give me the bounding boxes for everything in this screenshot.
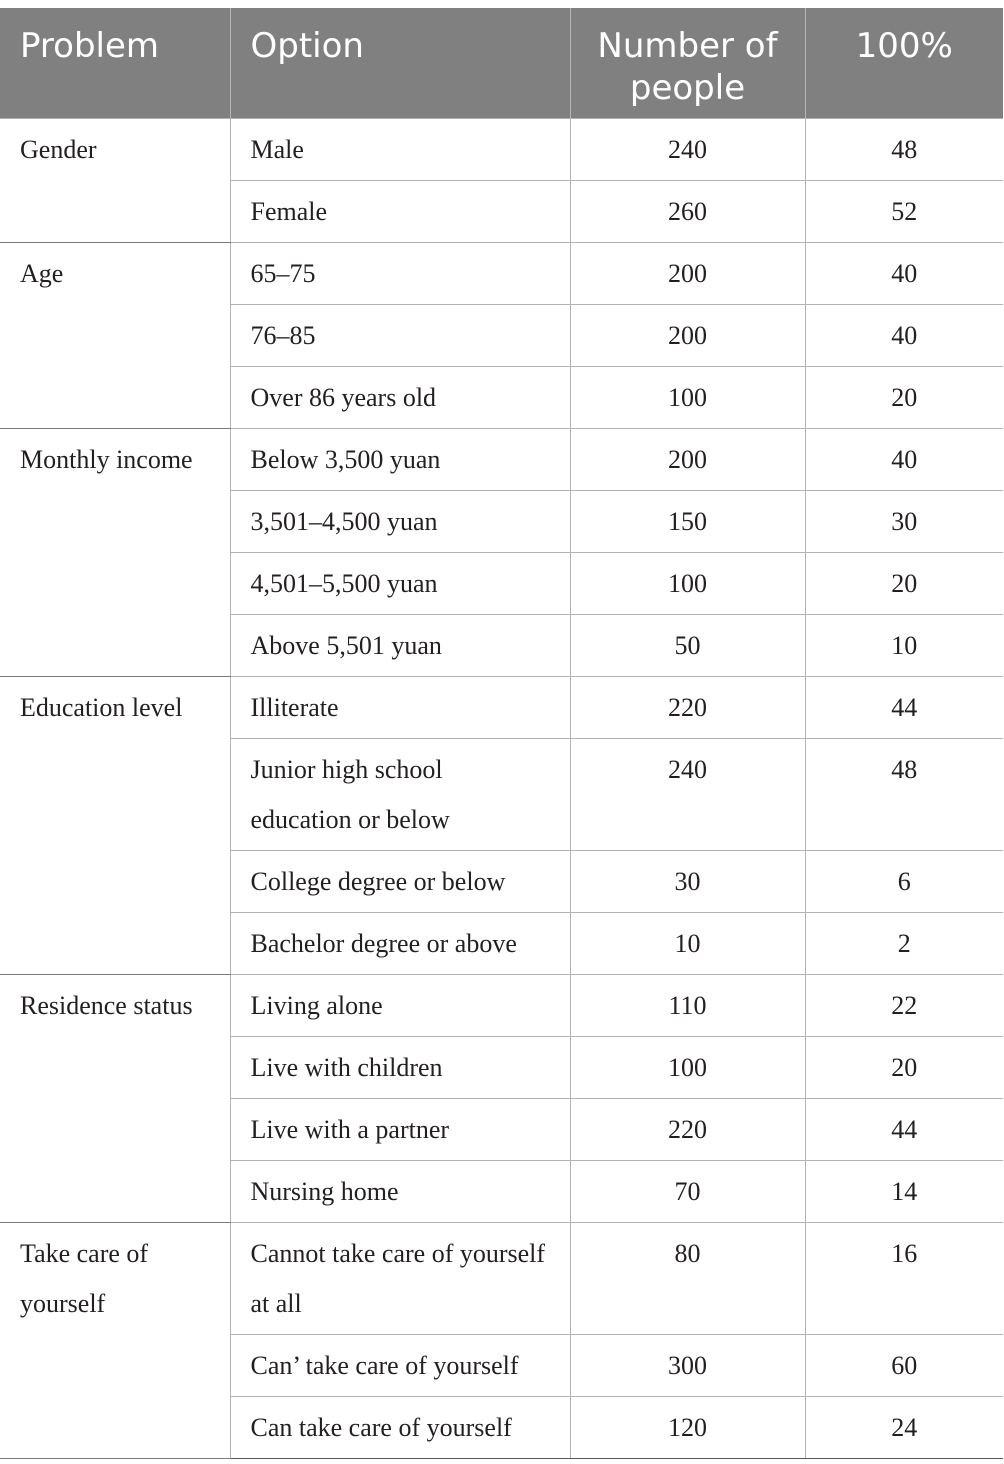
percent-cell: 24 [804, 1395, 1003, 1459]
percent-cell: 6 [804, 849, 1003, 913]
number-cell: 220 [569, 1097, 806, 1161]
percent-cell: 40 [804, 303, 1003, 367]
option-cell: Over 86 years old [229, 365, 571, 429]
percent-cell: 22 [804, 973, 1003, 1037]
problem-cell: Take care of yourself [0, 1221, 231, 1459]
number-cell: 240 [569, 737, 806, 851]
header-percent: 100% [805, 8, 1003, 118]
number-cell: 220 [569, 675, 806, 739]
problem-cell: Monthly income [0, 427, 231, 677]
table-row: Age 65–75 200 40 [0, 241, 1003, 429]
table-header: Problem Option Number of people 100% [0, 8, 1003, 118]
header-row: Problem Option Number of people 100% [0, 8, 1003, 118]
table-row: 76–85 200 40 [0, 303, 1003, 367]
percent-cell: 48 [804, 737, 1003, 851]
option-cell: Junior high school education or below [229, 737, 571, 851]
table-row: Residence status Living alone 110 22 [0, 973, 1003, 1223]
number-cell: 100 [569, 551, 806, 615]
number-cell: 50 [569, 613, 806, 677]
option-cell: Below 3,500 yuan [229, 427, 571, 491]
option-cell: Nursing home [229, 1159, 571, 1223]
percent-cell: 44 [804, 1097, 1003, 1161]
percent-cell: 2 [804, 911, 1003, 975]
percent-cell: 60 [804, 1333, 1003, 1397]
option-cell: 65–75 [229, 241, 571, 305]
table-row: 3,501–4,500 yuan 150 30 [0, 489, 1003, 553]
table-row: Live with children 100 20 [0, 1035, 1003, 1099]
table-row: Education level Illiterate 220 44 [0, 675, 1003, 975]
table-row: Female 260 52 [0, 179, 1003, 243]
table-row: Monthly income Below 3,500 yuan 200 40 [0, 427, 1003, 677]
percent-cell: 30 [804, 489, 1003, 553]
number-cell: 150 [569, 489, 806, 553]
table-row: Can take care of yourself 120 24 [0, 1395, 1003, 1459]
percent-cell: 44 [804, 675, 1003, 739]
option-cell: College degree or below [229, 849, 571, 913]
problem-cell: Age [0, 241, 231, 429]
option-cell: 3,501–4,500 yuan [229, 489, 571, 553]
table-row: Nursing home 70 14 [0, 1159, 1003, 1223]
number-cell: 100 [569, 1035, 806, 1099]
table-row: Bachelor degree or above 10 2 [0, 911, 1003, 975]
number-cell: 300 [569, 1333, 806, 1397]
problem-cell: Education level [0, 675, 231, 975]
option-cell: 76–85 [229, 303, 571, 367]
table-row: College degree or below 30 6 [0, 849, 1003, 913]
percent-cell: 20 [804, 1035, 1003, 1099]
number-cell: 30 [569, 849, 806, 913]
option-cell: Live with children [229, 1035, 571, 1099]
number-cell: 80 [569, 1221, 806, 1335]
number-cell: 70 [569, 1159, 806, 1223]
option-cell: Cannot take care of yourself at all [229, 1221, 571, 1335]
percent-cell: 40 [804, 427, 1003, 491]
option-cell: Female [229, 179, 571, 243]
header-option: Option [230, 8, 571, 118]
problem-cell: Residence status [0, 973, 231, 1223]
percent-cell: 40 [804, 241, 1003, 305]
number-cell: 120 [569, 1395, 806, 1459]
table-row: Gender Male 240 48 [0, 117, 1003, 243]
percent-cell: 48 [804, 117, 1003, 181]
table-row: Over 86 years old 100 20 [0, 365, 1003, 429]
percent-cell: 52 [804, 179, 1003, 243]
table-row: Junior high school education or below 24… [0, 737, 1003, 851]
table-body: Gender Male 240 48 Female 260 52 Age 65–… [0, 117, 1003, 1459]
number-cell: 260 [569, 179, 806, 243]
number-cell: 240 [569, 117, 806, 181]
number-cell: 100 [569, 365, 806, 429]
table-row: Live with a partner 220 44 [0, 1097, 1003, 1161]
table-row: Above 5,501 yuan 50 10 [0, 613, 1003, 677]
header-problem: Problem [0, 8, 231, 118]
problem-cell: Gender [0, 117, 231, 243]
percent-cell: 16 [804, 1221, 1003, 1335]
option-cell: Can’ take care of yourself [229, 1333, 571, 1397]
percent-cell: 20 [804, 551, 1003, 615]
number-cell: 10 [569, 911, 806, 975]
option-cell: Live with a partner [229, 1097, 571, 1161]
option-cell: 4,501–5,500 yuan [229, 551, 571, 615]
number-cell: 200 [569, 427, 806, 491]
option-cell: Bachelor degree or above [229, 911, 571, 975]
number-cell: 110 [569, 973, 806, 1037]
header-number-of-people: Number of people [570, 8, 806, 118]
table-row: Can’ take care of yourself 300 60 [0, 1333, 1003, 1397]
data-table: Problem Option Number of people 100% Gen… [0, 8, 1003, 1459]
option-cell: Living alone [229, 973, 571, 1037]
number-cell: 200 [569, 241, 806, 305]
number-cell: 200 [569, 303, 806, 367]
option-cell: Can take care of yourself [229, 1395, 571, 1459]
table-row: Take care of yourself Cannot take care o… [0, 1221, 1003, 1459]
percent-cell: 14 [804, 1159, 1003, 1223]
percent-cell: 10 [804, 613, 1003, 677]
option-cell: Illiterate [229, 675, 571, 739]
option-cell: Above 5,501 yuan [229, 613, 571, 677]
option-cell: Male [229, 117, 571, 181]
percent-cell: 20 [804, 365, 1003, 429]
